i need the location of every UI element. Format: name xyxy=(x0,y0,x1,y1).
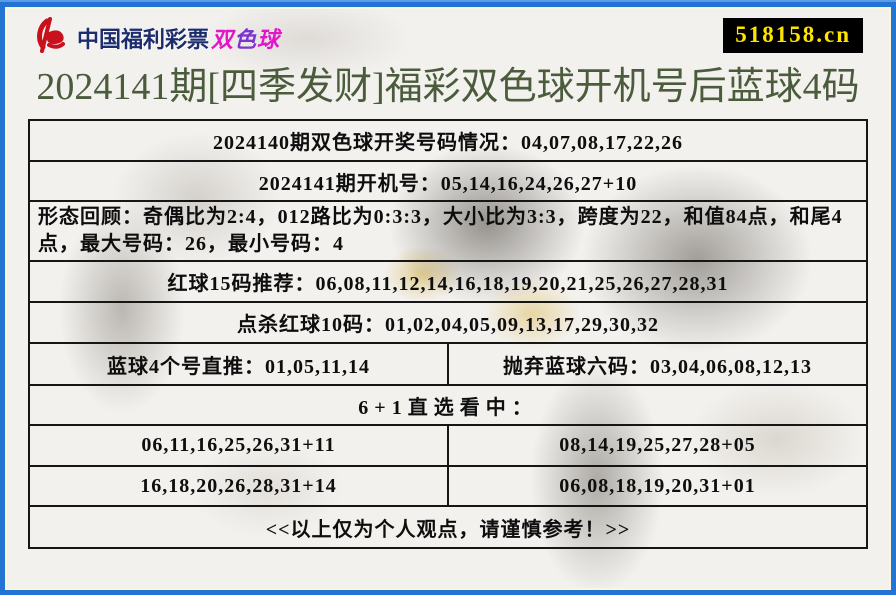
draw-result-text: 2024140期双色球开奖号码情况：04,07,08,17,22,26 xyxy=(213,132,683,154)
brand-product: 双色球 xyxy=(211,27,280,52)
ink-painting-background: 中国福利彩票双色球 518158.cn 2024141期[四季发财]福彩双色球开… xyxy=(5,7,891,590)
disclaimer-text: <<以上仅为个人观点，请谨慎参考！>> xyxy=(265,518,631,541)
table-row-machine-number: 2024141期开机号：05,14,16,24,26,27+10 xyxy=(30,162,866,202)
brand-title: 中国福利彩票双色球 xyxy=(77,22,280,54)
table-row-disclaimer: <<以上仅为个人观点，请谨慎参考！>> xyxy=(30,507,866,547)
combo-2-right-text: 06,08,18,19,20,31+01 xyxy=(559,474,756,497)
brand-char-shuang: 双 xyxy=(211,27,235,52)
page-title: 2024141期[四季发财]福彩双色球开机号后蓝球4码 xyxy=(36,66,860,108)
combo-2-left-text: 16,18,20,26,28,31+14 xyxy=(30,467,449,505)
table-row-combo-2: 16,18,20,26,28,31+14 06,08,18,19,20,31+0… xyxy=(30,467,866,507)
combo-1-left-text: 06,11,16,25,26,31+11 xyxy=(30,426,449,465)
china-welfare-lottery-logo-icon[interactable] xyxy=(27,17,69,57)
machine-number-text: 2024141期开机号：05,14,16,24,26,27+10 xyxy=(258,172,638,195)
site-header: 中国福利彩票双色球 518158.cn xyxy=(7,9,889,61)
kill-red-10-text: 点杀红球10码：01,02,04,05,09,13,17,29,30,32 xyxy=(237,314,659,336)
6plus1-header-text: 6+1直选看中： xyxy=(358,396,538,419)
table-row-pattern-review: 形态回顾：奇偶比为2:4，012路比为0:3:3，大小比为3:3，跨度为22，和… xyxy=(30,202,866,262)
table-row-blue-picks: 蓝球4个号直推：01,05,11,14 抛弃蓝球六码：03,04,06,08,1… xyxy=(30,344,866,386)
site-domain-badge[interactable]: 518158.cn xyxy=(723,18,863,53)
table-row-combo-1: 06,11,16,25,26,31+11 08,14,19,25,27,28+0… xyxy=(30,426,866,467)
combo-1-right-text: 08,14,19,25,27,28+05 xyxy=(559,434,756,456)
table-row-kill-red-10: 点杀红球10码：01,02,04,05,09,13,17,29,30,32 xyxy=(30,303,866,344)
brand-char-qiu: 球 xyxy=(257,27,281,52)
prediction-table: 2024140期双色球开奖号码情况：04,07,08,17,22,26 2024… xyxy=(28,119,868,549)
discard-blue-6-text: 抛弃蓝球六码：03,04,06,08,12,13 xyxy=(503,355,812,378)
table-row-draw-result: 2024140期双色球开奖号码情况：04,07,08,17,22,26 xyxy=(30,121,866,162)
red-15-text: 红球15码推荐：06,08,11,12,14,16,18,19,20,21,25… xyxy=(167,273,729,295)
brand-char-se: 色 xyxy=(234,27,258,52)
blue-4-direct-text: 蓝球4个号直推：01,05,11,14 xyxy=(30,344,449,384)
pattern-review-text: 形态回顾：奇偶比为2:4，012路比为0:3:3，大小比为3:3，跨度为22，和… xyxy=(38,206,843,255)
table-row-6plus1-header: 6+1直选看中： xyxy=(30,386,866,426)
brand-prefix: 中国福利彩票 xyxy=(77,27,210,52)
table-row-red-15: 红球15码推荐：06,08,11,12,14,16,18,19,20,21,25… xyxy=(30,262,866,303)
